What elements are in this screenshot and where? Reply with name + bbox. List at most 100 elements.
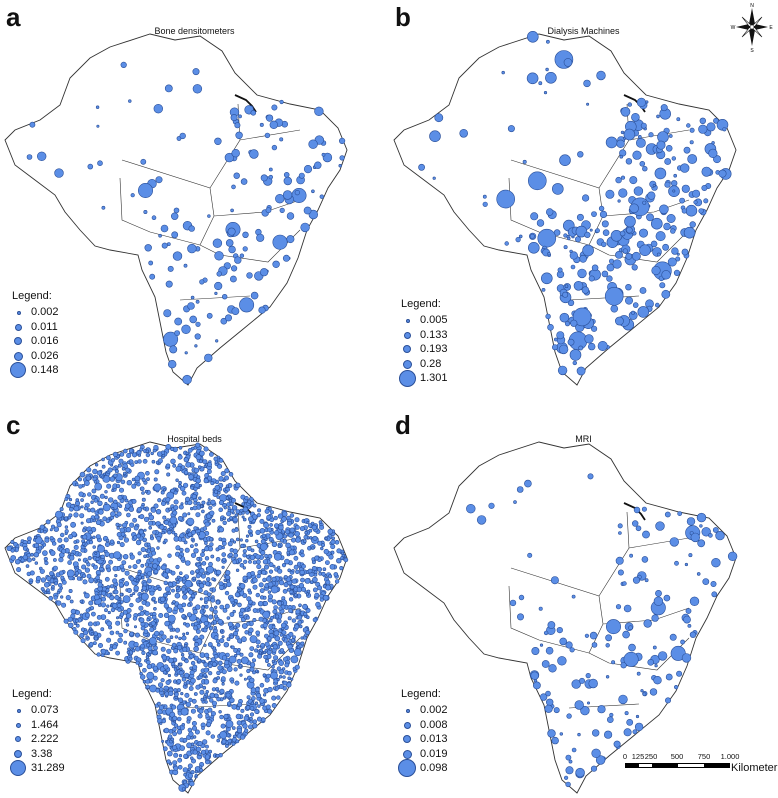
facility-marker: [626, 718, 634, 726]
facility-marker: [301, 564, 306, 569]
facility-marker: [159, 524, 165, 530]
facility-marker: [70, 521, 76, 528]
facility-marker: [135, 559, 141, 565]
facility-marker: [530, 671, 539, 680]
facility-marker: [70, 608, 77, 615]
facility-marker: [103, 472, 107, 476]
facility-marker: [153, 645, 158, 651]
facility-marker: [106, 637, 112, 643]
facility-marker: [674, 560, 679, 566]
facility-marker: [279, 633, 284, 637]
facility-marker: [314, 106, 324, 117]
facility-marker: [206, 513, 212, 519]
facility-marker: [547, 621, 556, 629]
legend-value: 0.011: [31, 320, 58, 333]
facility-marker: [248, 724, 254, 730]
facility-marker: [224, 744, 229, 748]
facility-marker: [246, 272, 253, 279]
facility-marker: [319, 524, 325, 530]
facility-marker: [228, 245, 236, 254]
legend-swatch: [15, 736, 21, 742]
facility-marker: [254, 708, 260, 714]
brazil-map: [393, 441, 738, 794]
facility-marker: [182, 594, 188, 600]
legend-title: Legend:: [401, 298, 441, 310]
facility-marker: [184, 351, 188, 355]
facility-marker: [222, 520, 227, 526]
facility-marker: [175, 577, 179, 582]
facility-marker: [149, 273, 156, 280]
facility-marker: [144, 489, 148, 494]
facility-marker: [43, 529, 47, 534]
panel-title: MRI: [575, 434, 592, 444]
facility-marker: [605, 189, 615, 199]
facility-marker: [328, 574, 333, 579]
facility-marker: [688, 553, 693, 558]
facility-marker: [224, 660, 230, 666]
facility-marker: [569, 251, 578, 260]
facility-marker: [199, 597, 203, 601]
facility-marker: [257, 704, 261, 708]
facility-marker: [116, 526, 120, 530]
facility-marker: [333, 572, 339, 577]
facility-marker: [524, 479, 532, 488]
facility-marker: [155, 688, 160, 693]
facility-marker: [202, 739, 208, 745]
facility-marker: [235, 739, 240, 744]
facility-marker: [48, 595, 54, 601]
facility-marker: [174, 692, 179, 697]
facility-marker: [689, 631, 697, 638]
facility-marker: [239, 563, 245, 568]
facility-marker: [183, 540, 188, 545]
facility-marker: [199, 768, 204, 773]
facility-marker: [656, 114, 660, 119]
facility-marker: [147, 584, 152, 589]
facility-marker: [262, 673, 267, 678]
facility-marker: [202, 685, 207, 690]
facility-marker: [168, 582, 174, 588]
facility-marker: [646, 213, 654, 222]
facility-marker: [99, 493, 105, 499]
facility-marker: [81, 573, 87, 578]
facility-marker: [249, 554, 256, 561]
facility-marker: [246, 596, 252, 602]
facility-marker: [622, 581, 627, 586]
facility-marker: [49, 528, 53, 532]
facility-marker: [42, 550, 48, 556]
legend: Legend: 0.002 0.011 0.016 0.026 0.148: [10, 290, 59, 378]
facility-marker: [176, 729, 183, 735]
facility-marker: [290, 638, 295, 643]
facility-marker: [106, 604, 110, 608]
legend-row: 0.133: [401, 328, 448, 343]
facility-marker: [169, 516, 178, 525]
facility-marker: [44, 560, 49, 566]
facility-marker: [168, 360, 177, 369]
facility-marker: [104, 490, 108, 494]
facility-marker: [275, 194, 285, 204]
facility-marker: [655, 231, 666, 242]
facility-marker: [152, 563, 158, 569]
facility-marker: [224, 152, 235, 163]
facility-marker: [156, 701, 161, 706]
facility-marker: [240, 734, 246, 740]
facility-marker: [286, 212, 295, 220]
facility-marker: [563, 58, 573, 67]
facility-marker: [251, 696, 256, 701]
facility-marker: [251, 658, 257, 663]
facility-marker: [184, 579, 193, 588]
facility-marker: [118, 632, 123, 638]
facility-marker: [565, 781, 571, 788]
map-panel-bone-densitometers: a Bone densitometers Legend: 0.002 0.011…: [0, 0, 389, 390]
facility-marker: [206, 312, 213, 319]
facility-marker: [125, 467, 131, 473]
facility-marker: [609, 712, 614, 718]
facility-marker: [161, 242, 168, 249]
facility-marker: [190, 736, 194, 740]
facility-marker: [183, 263, 188, 268]
facility-marker: [545, 313, 551, 320]
facility-marker: [93, 480, 98, 484]
facility-marker: [197, 740, 203, 746]
facility-marker: [43, 556, 48, 562]
facility-marker: [202, 609, 206, 613]
facility-marker: [196, 475, 201, 480]
